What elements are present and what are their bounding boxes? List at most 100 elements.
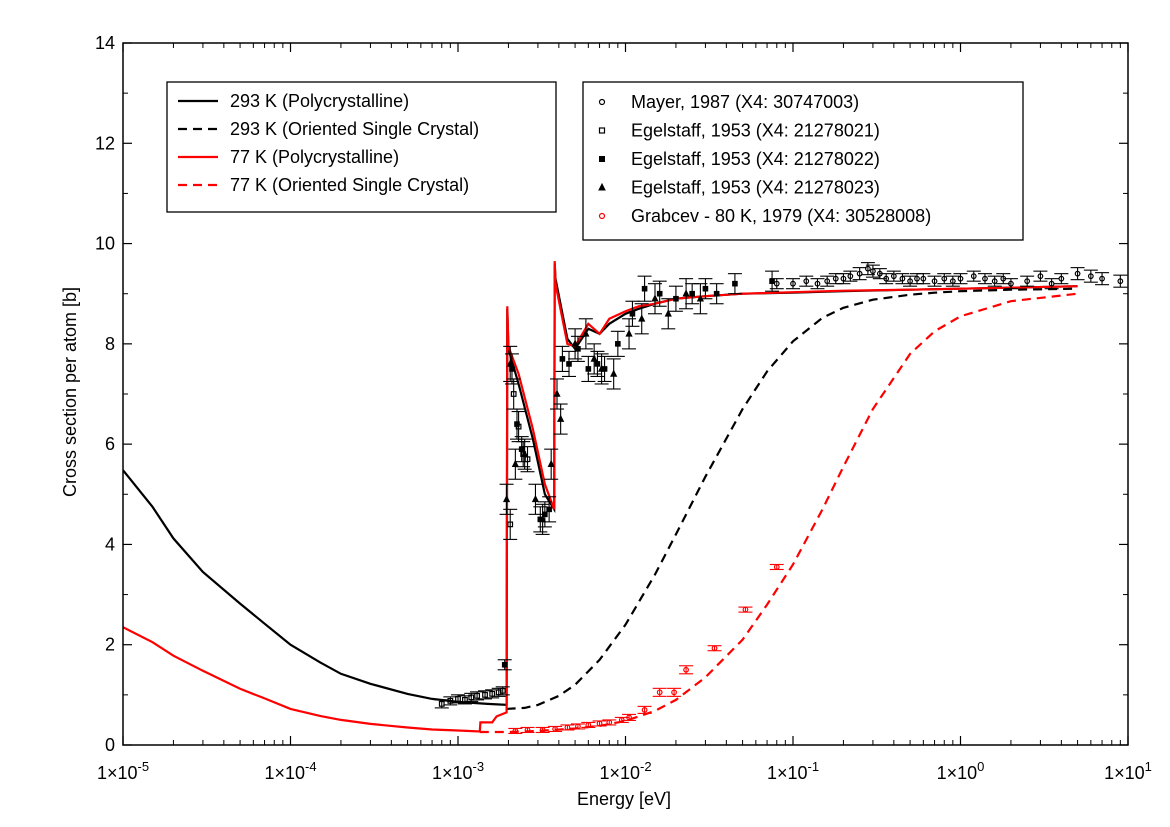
x-tick-label: 1×101 xyxy=(1104,759,1152,783)
marker-circle xyxy=(890,273,897,280)
marker-square-filled xyxy=(615,341,621,347)
data-point xyxy=(693,283,708,315)
marker-circle xyxy=(941,275,948,282)
x-tick-label: 1×10-1 xyxy=(767,759,819,783)
data-point xyxy=(836,273,851,285)
point-series-3 xyxy=(499,278,708,535)
data-point xyxy=(679,665,694,675)
data-point xyxy=(610,330,625,357)
series-line-3 xyxy=(479,292,1078,734)
marker-square xyxy=(438,700,445,707)
data-point xyxy=(470,691,485,701)
marker-circle xyxy=(606,719,613,726)
data-point xyxy=(1113,274,1128,288)
marker-triangle xyxy=(553,389,561,397)
marker-circle xyxy=(711,645,718,652)
marker-circle xyxy=(671,689,677,696)
legend-lines-frame xyxy=(166,81,557,213)
plot-frame xyxy=(122,42,1129,746)
marker-triangle xyxy=(531,494,540,503)
data-point xyxy=(895,273,910,285)
marker-triangle xyxy=(625,329,633,337)
marker-circle xyxy=(914,275,920,282)
y-tick-label: 6 xyxy=(105,434,115,454)
marker-circle xyxy=(742,606,749,613)
marker-circle xyxy=(598,212,606,220)
x-tick-label: 1×10-4 xyxy=(264,759,316,783)
data-point xyxy=(562,350,577,378)
marker-circle xyxy=(1048,280,1055,287)
axis-labels: Energy [eV] Cross section per atom [b] 1… xyxy=(60,33,1152,809)
data-point xyxy=(738,606,753,613)
legend-line-label: 77 K (Polycrystalline) xyxy=(230,147,399,167)
marker-circle xyxy=(683,666,689,673)
marker-triangle xyxy=(502,494,511,503)
data-point xyxy=(457,695,472,705)
marker-circle xyxy=(931,278,938,285)
marker-square xyxy=(507,521,514,528)
marker-circle xyxy=(1058,275,1065,282)
y-tick-label: 8 xyxy=(105,334,115,354)
data-point xyxy=(578,318,593,350)
point-series-0 xyxy=(769,262,1128,290)
data-point xyxy=(594,353,609,385)
marker-circle xyxy=(585,722,592,728)
data-point xyxy=(1054,273,1069,285)
data-point xyxy=(570,723,585,730)
data-point xyxy=(528,483,543,515)
data-point xyxy=(553,403,568,435)
marker-square-filled xyxy=(702,285,709,292)
data-point xyxy=(667,687,682,697)
marker-triangle xyxy=(610,369,618,377)
marker-circle xyxy=(539,727,546,733)
data-point xyxy=(769,563,784,571)
marker-circle xyxy=(598,98,606,106)
data-point xyxy=(602,719,617,726)
data-point xyxy=(661,298,676,330)
data-point xyxy=(727,273,742,295)
data-point xyxy=(966,270,981,282)
marker-circle xyxy=(803,278,810,285)
plot-data xyxy=(123,261,1128,735)
marker-square-filled xyxy=(501,661,508,668)
marker-square-filled xyxy=(599,156,605,162)
marker-circle xyxy=(957,275,964,282)
data-point xyxy=(987,275,1002,287)
marker-square-filled xyxy=(514,421,520,427)
data-point xyxy=(495,686,510,696)
marker-square xyxy=(482,691,488,698)
marker-circle xyxy=(1024,278,1031,285)
legend-line-label: 293 K (Polycrystalline) xyxy=(230,91,409,111)
data-point xyxy=(592,720,607,727)
data-point xyxy=(652,687,667,697)
data-point xyxy=(1095,272,1110,286)
marker-square-filled xyxy=(546,506,552,513)
data-point xyxy=(903,275,918,287)
legend-point-label: Egelstaff, 1953 (X4: 21278021) xyxy=(631,121,880,141)
data-point xyxy=(560,724,575,731)
data-point xyxy=(443,696,458,706)
data-point xyxy=(852,267,867,281)
data-point xyxy=(679,278,694,310)
marker-circle xyxy=(899,275,906,282)
data-point xyxy=(504,353,519,385)
x-tick-label: 1×10-2 xyxy=(599,759,651,783)
point-series-1 xyxy=(434,378,535,709)
marker-circle xyxy=(790,280,796,287)
marker-square-filled xyxy=(594,361,601,367)
marker-circle xyxy=(1117,278,1124,285)
data-point xyxy=(916,273,931,285)
data-point xyxy=(548,725,563,733)
marker-triangle xyxy=(571,339,579,347)
data-point xyxy=(1033,270,1048,282)
series-line-0 xyxy=(123,263,1078,707)
marker-circle xyxy=(864,265,871,272)
marker-square-filled xyxy=(689,290,695,297)
data-point xyxy=(535,503,550,535)
y-tick-label: 10 xyxy=(95,234,115,254)
marker-circle xyxy=(656,689,663,696)
marker-square xyxy=(598,127,606,134)
data-point xyxy=(509,408,524,440)
legend-line-label: 77 K (Oriented Single Crystal) xyxy=(230,175,469,195)
marker-circle xyxy=(1008,280,1014,287)
